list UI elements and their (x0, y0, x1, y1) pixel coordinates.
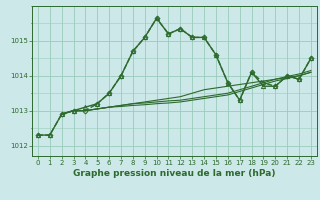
X-axis label: Graphe pression niveau de la mer (hPa): Graphe pression niveau de la mer (hPa) (73, 169, 276, 178)
